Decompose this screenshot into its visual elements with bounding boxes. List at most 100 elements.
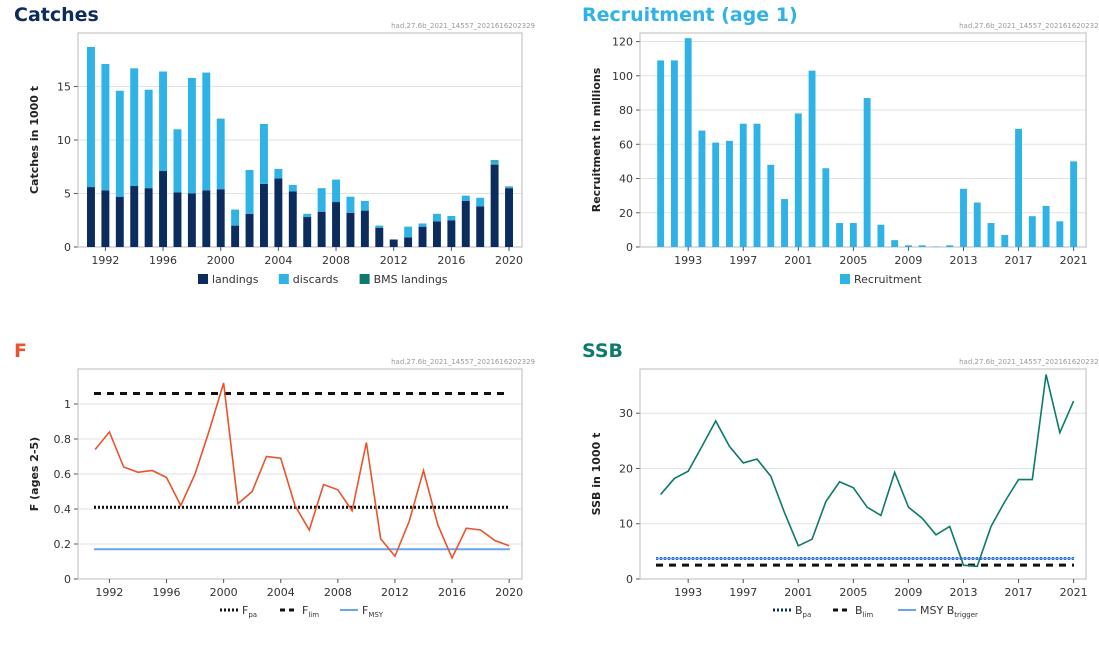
bar-landings [130,186,139,247]
x-tick-label: 2020 [495,586,523,599]
x-tick-label: 2008 [324,586,352,599]
bar-recruitment [781,199,788,247]
bar-discards [202,72,211,191]
x-tick-label: 1992 [91,254,119,267]
bar-discards [274,168,283,179]
y-tick-label: 120 [612,36,633,49]
plot-frame [639,32,1087,248]
bar-landings [245,213,254,247]
y-tick-label: 60 [619,138,633,151]
bar-discards [216,118,225,190]
x-tick-label: 1997 [729,254,757,267]
legend-label: FMSY [362,604,384,619]
bar-landings [346,212,355,247]
x-tick-label: 1996 [153,586,181,599]
bar-discards [87,46,95,188]
bar-bms-landings [505,186,513,188]
bar-recruitment [904,245,912,247]
bar-landings [216,189,225,247]
legend-swatch [359,274,370,284]
bar-landings [375,227,384,247]
y-tick-label: 20 [619,462,633,475]
x-tick-label: 2020 [495,254,523,267]
bar-recruitment [670,60,678,247]
bar-landings [101,190,110,247]
y-tick-label: 40 [619,173,633,186]
bar-recruitment [739,123,747,247]
y-tick-label: 0.8 [54,433,72,446]
bar-landings [461,200,470,247]
bar-discards [360,200,369,211]
x-tick-label: 2009 [894,586,922,599]
bar-recruitment [863,98,871,247]
bar-landings [447,220,456,247]
bar-discards [259,123,268,184]
bar-recruitment [960,188,967,247]
bar-landings [115,196,124,247]
x-tick-label: 2012 [380,254,408,267]
plot-frame [77,368,523,580]
bar-landings [418,226,427,247]
bar-recruitment [712,142,720,247]
bar-discards [432,213,441,222]
y-tick-label: 0 [64,573,71,586]
bar-landings [202,190,211,247]
bar-discards [288,184,297,192]
bar-recruitment [918,245,926,247]
bar-landings [259,183,268,247]
bar-recruitment [932,246,940,247]
chart-source-id: had.27.6b_2021_14557_2021616202329 [959,358,1099,366]
bar-recruitment [822,168,830,247]
x-tick-label: 1993 [674,586,702,599]
chart-title: Recruitment (age 1) [582,4,798,26]
chart-source-id: had.27.6b_2021_14557_2021616202329 [391,22,535,30]
bar-discards [101,64,110,191]
x-tick-label: 2021 [1060,254,1088,267]
y-tick-label: 10 [619,518,633,531]
x-tick-label: 2000 [210,586,238,599]
bar-recruitment [891,240,899,247]
x-tick-label: 1996 [149,254,177,267]
y-tick-label: 1 [64,398,71,411]
legend-label: Blim [855,604,873,619]
plot-frame [639,368,1087,580]
bar-discards [115,90,124,197]
bar-landings [505,188,513,247]
bar-recruitment [849,223,857,247]
bar-recruitment [657,60,665,247]
bar-discards [187,77,196,194]
bar-recruitment [794,113,802,248]
f-chart: 0 0.2 0.4 0.6 0.8 1 1992 1996 2000 2004 2008 2012 20… [28,368,523,619]
legend-label: landings [212,273,259,286]
chart-title: Catches [14,4,99,26]
x-tick-label: 1993 [674,254,702,267]
bar-discards [332,179,341,203]
x-tick-label: 2005 [839,254,867,267]
legend-label: Bpa [795,604,811,619]
chart-title: F [14,340,27,362]
x-tick-label: 2021 [1060,586,1088,599]
recruitment-panel: Recruitment (age 1) had.27.6b_2021_14557… [568,0,1099,315]
y-tick-label: 5 [64,188,71,201]
y-tick-label: 0 [64,241,71,254]
catches-panel: Catches had.27.6b_2021_14557_20216162023… [0,0,549,315]
chart-source-id: had.27.6b_2021_14557_2021616202329 [391,358,535,366]
series-line-f [94,382,510,560]
bar-discards [375,225,384,228]
legend-label: Recruitment [854,273,922,286]
bar-landings [332,202,341,247]
bar-landings [404,237,413,247]
legend-label: Fpa [242,604,257,619]
bar-discards [159,71,168,172]
bar-landings [490,164,499,247]
x-tick-label: 2013 [949,586,977,599]
bar-discards [231,209,240,226]
bar-discards [505,187,513,189]
bar-recruitment [836,223,844,247]
bar-recruitment [1015,128,1022,247]
y-tick-label: 0.2 [54,538,72,551]
bar-recruitment [808,70,816,247]
x-tick-label: 2001 [784,254,812,267]
y-tick-label: 20 [619,207,633,220]
x-tick-label: 2017 [1005,586,1033,599]
